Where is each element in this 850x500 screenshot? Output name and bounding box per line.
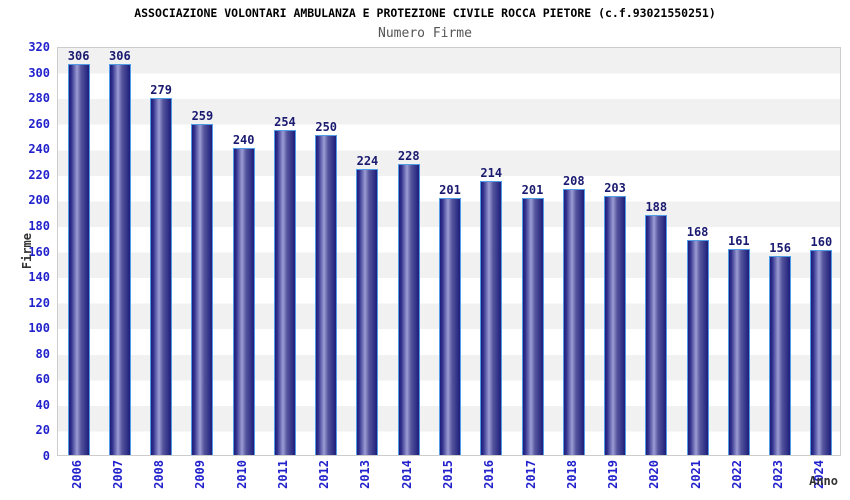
x-tick-label: 2013	[358, 460, 373, 489]
bar-value-label: 254	[274, 115, 296, 129]
chart-title: ASSOCIAZIONE VOLONTARI AMBULANZA E PROTE…	[134, 6, 716, 20]
y-tick-label: 140	[28, 270, 50, 285]
y-tick-label: 40	[35, 397, 50, 412]
y-tick-label: 60	[35, 372, 50, 387]
bar-value-label: 203	[604, 181, 626, 195]
x-tick-label: 2019	[606, 460, 621, 489]
bar-value-label: 306	[67, 49, 90, 63]
bar-2010	[232, 148, 255, 455]
x-tick-label: 2014	[399, 460, 414, 489]
bar-value-label: 306	[109, 49, 131, 63]
bar-2015	[439, 198, 461, 455]
y-tick-label: 160	[28, 244, 50, 259]
chart-subtitle: Numero Firme	[378, 26, 472, 41]
y-tick-label: 320	[28, 40, 50, 54]
bar-2006	[67, 64, 90, 455]
x-tick-label: 2007	[110, 460, 125, 489]
bar-value-label: 201	[521, 183, 544, 197]
x-axis-title: Anno	[809, 474, 838, 488]
bar-value-label: 259	[191, 109, 214, 123]
bar-2008	[150, 98, 173, 455]
bar-2011	[273, 130, 296, 455]
bar-value-label: 168	[686, 225, 709, 239]
x-tick-label: 2006	[69, 460, 84, 489]
bar-2013	[356, 169, 379, 455]
x-axis-ticks: 2006 2007 2008 2009 2010 2011 2012 2013 2014 2015…	[57, 460, 841, 500]
x-tick-label: 2016	[482, 460, 497, 489]
bar-2012	[315, 135, 338, 455]
x-tick-label: 2012	[317, 460, 332, 489]
bar-2018	[562, 189, 585, 455]
bar-2020	[645, 215, 668, 455]
bar-2023	[769, 256, 792, 455]
bar-2024	[810, 250, 833, 455]
y-tick-label: 200	[28, 193, 50, 208]
x-tick-label: 2021	[688, 460, 703, 489]
bar-value-label: 214	[480, 166, 503, 180]
bar-2016	[480, 181, 503, 455]
bar-2017	[521, 198, 544, 455]
y-tick-label: 20	[35, 423, 50, 438]
x-tick-label: 2009	[193, 460, 208, 489]
y-tick-label: 220	[28, 167, 50, 182]
bar-value-label: 156	[769, 241, 791, 255]
x-tick-label: 2023	[771, 460, 786, 489]
bar-2009	[191, 124, 214, 455]
bar-value-label: 228	[397, 149, 420, 163]
bar-value-label: 224	[356, 154, 379, 168]
x-tick-label: 2011	[275, 460, 290, 489]
y-tick-label: 80	[35, 346, 50, 361]
bar-2022	[727, 249, 750, 455]
bar-value-label: 160	[810, 235, 833, 249]
bar-2021	[686, 240, 709, 455]
bar-2007	[108, 64, 131, 455]
y-axis-title: Firme	[20, 233, 34, 270]
bar-value-label: 250	[315, 120, 338, 134]
y-tick-label: 300	[28, 65, 50, 80]
bar-value-label: 201	[439, 183, 461, 197]
bar-2014	[397, 164, 420, 455]
x-tick-label: 2010	[234, 460, 249, 489]
x-tick-label: 2008	[152, 460, 167, 489]
x-tick-label: 2020	[647, 460, 662, 489]
y-tick-label: 240	[28, 142, 50, 157]
bar-value-label: 161	[727, 234, 750, 248]
y-tick-label: 120	[28, 295, 50, 310]
plot-area: 306 306 279 259 240 254 250 224 228 201 214 201 208 2…	[57, 47, 841, 456]
y-tick-label: 260	[28, 116, 50, 131]
x-tick-label: 2018	[564, 460, 579, 489]
y-tick-label: 180	[28, 218, 50, 233]
y-tick-label: 100	[28, 321, 50, 336]
y-tick-label: 280	[28, 91, 50, 106]
bar-value-label: 279	[150, 83, 172, 97]
x-tick-label: 2015	[441, 460, 455, 489]
y-tick-label: 0	[42, 449, 50, 463]
bar-value-label: 208	[562, 174, 585, 188]
x-tick-label: 2022	[729, 460, 744, 489]
bar-2019	[604, 196, 627, 455]
x-tick-label: 2017	[523, 460, 538, 489]
bar-value-label: 188	[645, 200, 668, 214]
bar-value-label: 240	[232, 133, 255, 147]
